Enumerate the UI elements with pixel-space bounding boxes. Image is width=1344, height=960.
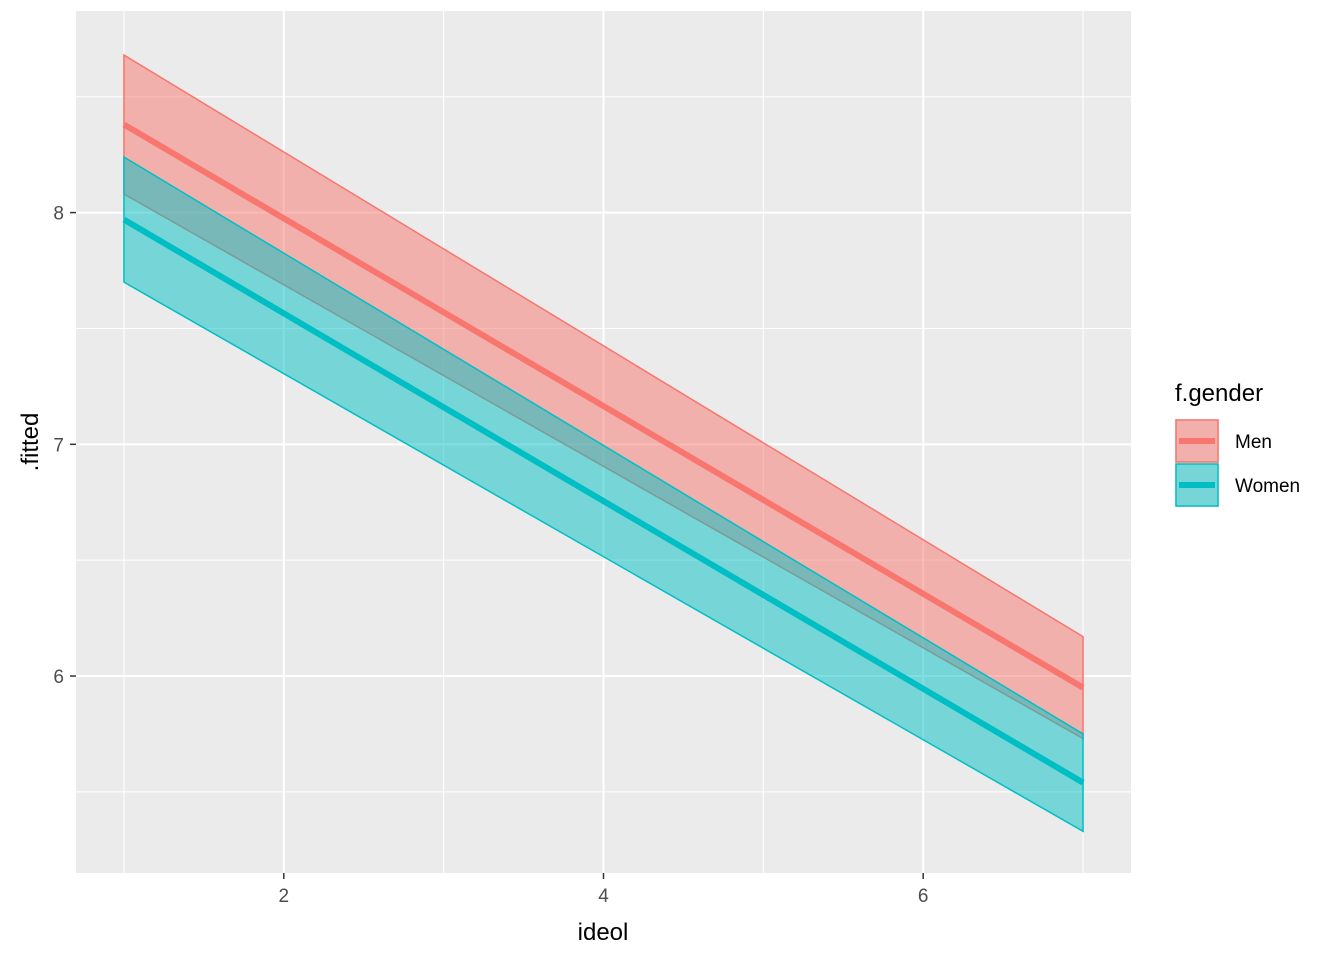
confidence-ribbons	[123, 53, 1084, 833]
legend-label-women: Women	[1235, 476, 1300, 497]
x-tick-label-2: 6	[918, 886, 929, 907]
x-tick-label-1: 4	[598, 886, 609, 907]
y-tick-label-1: 7	[53, 435, 64, 456]
x-axis-title: ideol	[578, 919, 629, 946]
line-women	[122, 216, 1085, 786]
x-tick-label-0: 2	[279, 886, 290, 907]
legend-label-men: Men	[1235, 432, 1272, 453]
y-axis: 6 7 8	[53, 204, 76, 688]
legend-item-women: Women	[1175, 463, 1300, 507]
y-tick-label-2: 8	[53, 204, 64, 225]
y-axis-title: .fitted	[17, 413, 44, 472]
legend: f.gender Men Women	[1175, 380, 1300, 507]
fitted-lines	[122, 121, 1085, 786]
x-axis: 2 4 6	[279, 873, 929, 907]
ribbon-women	[123, 155, 1084, 833]
legend-title: f.gender	[1175, 380, 1263, 407]
y-tick-label-0: 6	[53, 667, 64, 688]
line-men	[122, 121, 1085, 691]
legend-item-men: Men	[1175, 419, 1272, 463]
